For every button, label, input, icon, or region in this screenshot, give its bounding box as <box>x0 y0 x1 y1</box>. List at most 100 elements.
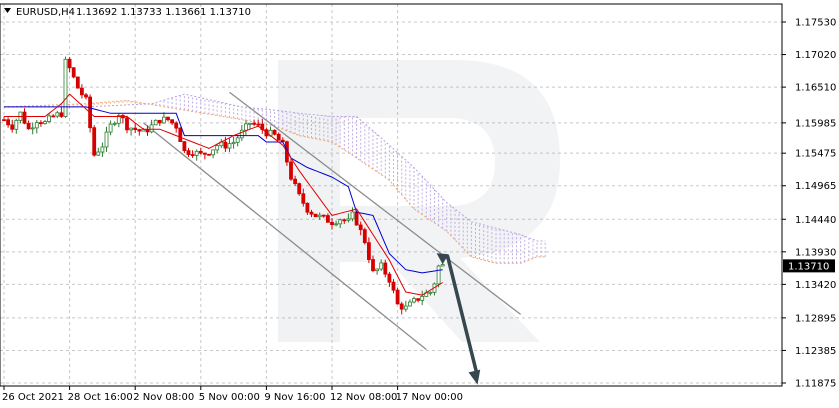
candle-body <box>207 153 211 156</box>
candle-body <box>354 211 359 226</box>
candle-body <box>342 219 347 222</box>
candle-body <box>100 146 105 153</box>
candle-body <box>34 122 39 129</box>
channel-upper-line <box>229 91 521 315</box>
candle-body <box>80 87 84 96</box>
candle-body <box>252 122 257 125</box>
candle-body <box>375 268 380 272</box>
price-axis: 1.17530 1.17020 1.16510 1.15985 1.15475 1.149… <box>782 18 836 390</box>
candle-body <box>186 150 191 155</box>
candle-body <box>137 129 142 132</box>
candle-body <box>366 242 371 260</box>
forecast-arrow <box>436 253 481 385</box>
forecast-arrow-tip <box>436 253 449 265</box>
candle-body <box>276 133 281 141</box>
candle-body <box>133 127 138 130</box>
candle-body <box>194 150 199 156</box>
candle-body <box>350 211 355 220</box>
candle-body <box>108 123 113 133</box>
candle-body <box>379 262 384 270</box>
candle-body <box>30 127 35 130</box>
candle-body <box>239 129 244 139</box>
candle-body <box>43 121 47 125</box>
candle-body <box>383 262 388 275</box>
candle-body <box>223 141 228 149</box>
candle-body <box>178 127 183 143</box>
y-tick-label: 1.12385 <box>795 346 836 357</box>
candle-body <box>428 291 433 294</box>
forecast-arrow-head <box>468 369 481 385</box>
candle-body <box>235 137 240 143</box>
candle-body <box>39 122 43 125</box>
candle-body <box>440 264 445 267</box>
candle-body <box>325 215 330 223</box>
candle-body <box>387 273 392 283</box>
candle-body <box>215 145 220 151</box>
candle-body <box>75 76 80 89</box>
candle-body <box>330 221 334 226</box>
x-tick-label: 26 Oct 2021 <box>2 392 64 403</box>
chart-header: EURUSD,H4 1.13692 1.13733 1.13661 1.1371… <box>4 7 251 18</box>
candle-body <box>6 119 10 126</box>
y-tick-label: 1.15475 <box>795 149 836 160</box>
symbol-label: EURUSD,H4 <box>16 7 75 18</box>
kijun-sen-line <box>4 106 443 274</box>
candle-body <box>362 229 367 244</box>
candle-body <box>129 127 134 131</box>
current-price-label: 1.13710 <box>788 261 829 272</box>
tenkan-sen-line <box>4 93 443 296</box>
candle-body <box>198 150 203 154</box>
candle-body <box>334 223 339 226</box>
candle-body <box>170 119 175 124</box>
candle-body <box>420 295 425 301</box>
candle-body <box>182 141 187 152</box>
candle-body <box>227 143 232 149</box>
x-tick-label: 2 Nov 08:00 <box>133 392 194 403</box>
candle-body <box>243 123 248 131</box>
candle-body <box>157 119 162 124</box>
x-tick-label: 17 Nov 00:00 <box>396 392 463 403</box>
candle-body <box>104 131 109 148</box>
y-tick-label: 1.17020 <box>795 50 836 61</box>
candle-body <box>10 124 15 130</box>
candle-body <box>112 122 117 125</box>
candle-body <box>256 123 261 126</box>
candle-body <box>26 122 31 130</box>
candle-body <box>289 161 293 180</box>
y-tick-label: 1.13420 <box>795 280 836 291</box>
y-tick-label: 1.14965 <box>795 181 836 192</box>
candle-body <box>309 211 314 215</box>
candle-body <box>22 111 27 124</box>
candle-body <box>145 129 150 133</box>
candle-body <box>2 119 6 122</box>
logo-r-watermark <box>278 60 560 342</box>
candle-body <box>202 152 207 155</box>
candle-body <box>55 112 60 117</box>
candle-body <box>14 119 19 130</box>
ohlc-values: 1.13692 1.13733 1.13661 1.13710 <box>76 7 251 18</box>
candle-body <box>305 202 310 213</box>
candle-body <box>47 115 51 122</box>
y-tick-label: 1.15985 <box>795 118 836 129</box>
candle-body <box>153 119 158 126</box>
candle-body <box>248 122 252 125</box>
current-price-badge-bg <box>783 259 835 273</box>
candle-body <box>317 214 322 218</box>
triangle-down-icon[interactable] <box>4 8 11 13</box>
candle-body <box>321 214 326 217</box>
candle-body <box>346 218 351 221</box>
x-tick-label: 28 Oct 16:00 <box>68 392 133 403</box>
candle-body <box>51 115 56 118</box>
candle-body <box>166 116 170 121</box>
candle-body <box>436 265 441 285</box>
trend-channel <box>142 91 521 350</box>
candle-body <box>412 298 416 303</box>
candle-body <box>301 193 306 204</box>
candle-body <box>297 183 302 195</box>
candle-body <box>125 117 129 131</box>
candle-body <box>395 289 400 305</box>
y-tick-label: 1.13930 <box>795 247 836 258</box>
candle-body <box>67 58 72 69</box>
candle-body <box>313 213 318 218</box>
